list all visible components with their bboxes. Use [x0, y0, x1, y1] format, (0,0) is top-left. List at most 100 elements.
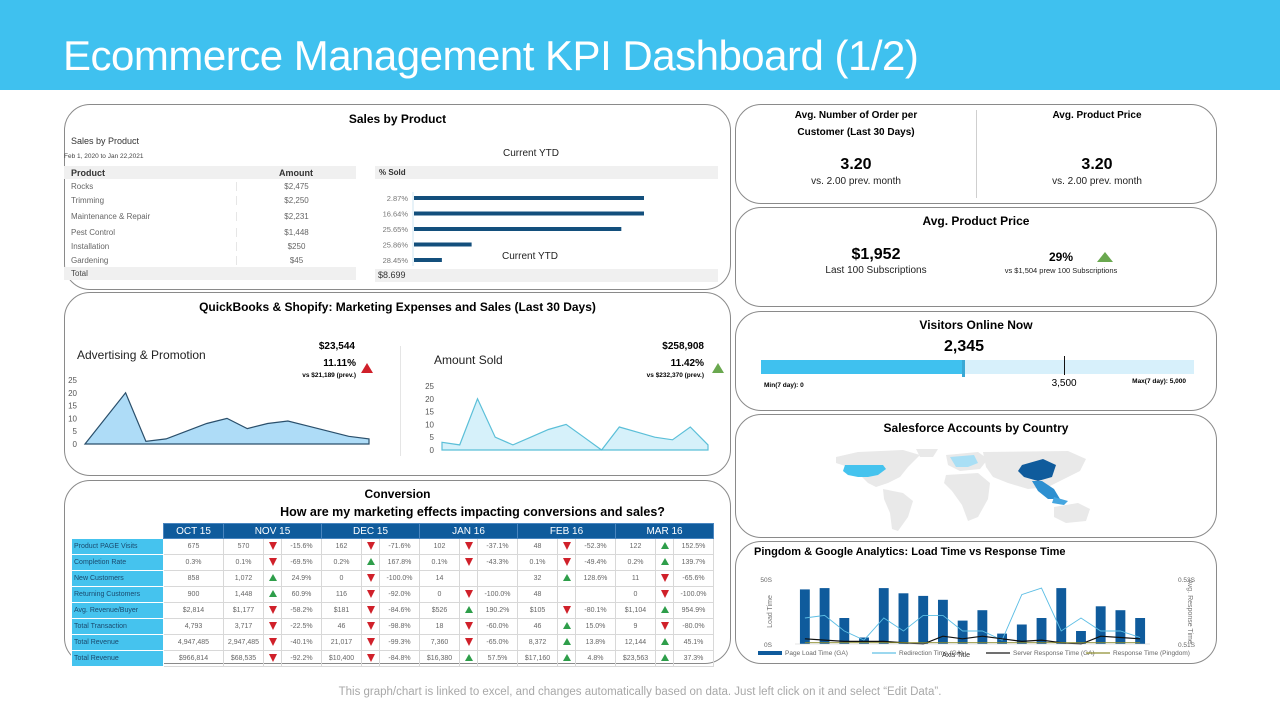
metric-value: 116 [321, 586, 362, 603]
metric-change: 128.6% [575, 570, 616, 587]
bar [414, 242, 472, 247]
south-america [883, 489, 913, 531]
trend-up-green-icon [1097, 252, 1113, 262]
trend-cell [361, 554, 380, 571]
visitors-panel[interactable]: Visitors Online Now 2,345 3,500 Min(7 da… [735, 311, 1217, 411]
bar [937, 599, 948, 644]
metric-change: -65.6% [673, 570, 714, 587]
bar [1016, 624, 1027, 644]
visitors-gauge-fill [761, 360, 965, 374]
accounts-map-panel[interactable]: Salesforce Accounts by Country [735, 414, 1217, 538]
trend-down-icon [464, 541, 473, 550]
metric-value: $17,160 [517, 650, 558, 667]
visitors-gauge-fill-cap [962, 360, 966, 377]
price-value-sub: Last 100 Subscriptions [825, 265, 927, 276]
metric-value: 46 [517, 618, 558, 635]
trend-cell [263, 650, 282, 667]
trend-cell [459, 634, 478, 651]
metric-value: 0 [321, 570, 362, 587]
metric-value: $10,400 [321, 650, 362, 667]
legend-label: Redirection Time (GA) [899, 650, 963, 657]
metric-value: 162 [321, 538, 362, 555]
ytd-bar-chart: 2.87% 16.64% 25.65% 25.86% 28.45% [383, 192, 644, 266]
x-axis-title: Axis Title [942, 652, 970, 659]
amount-sold-prev: vs $232,370 (prev.) [646, 372, 704, 379]
total-value: $8.699 [375, 269, 718, 282]
orders-value: 3.20 [840, 156, 872, 173]
panel-title: Avg. Product Price [922, 214, 1030, 228]
table-row: Product PAGE Visits 675 570 -15.6% 162 -71.6%… [71, 538, 714, 555]
trend-cell [655, 570, 674, 587]
trend-down-icon [464, 637, 473, 646]
header-blank [71, 523, 164, 539]
trend-cell [557, 554, 576, 571]
metric-value: 14 [419, 570, 460, 587]
table-row: Trimming $2,250 [64, 193, 356, 207]
trend-down-icon [268, 653, 277, 662]
bar-label: 25.65% [383, 225, 409, 234]
metric-change: -71.6% [379, 538, 420, 555]
visitors-value: 2,345 [944, 338, 985, 355]
trend-cell [361, 618, 380, 635]
australia [1054, 503, 1090, 523]
metric-value: 7,360 [419, 634, 460, 651]
bar [859, 637, 869, 644]
amount-sold-label: Amount Sold [434, 353, 503, 367]
advertising-pct: 11.11% [323, 358, 356, 369]
bar [1056, 588, 1067, 644]
usa-region [843, 465, 886, 477]
visitors-gauge-track [761, 356, 1194, 377]
y-tick-label: 20 [68, 389, 77, 398]
trend-down-icon [268, 605, 277, 614]
table-row: Total Revenue 4,947,485 2,947,485 -40.1% 21,… [71, 634, 714, 651]
metric-change: 24.9% [281, 570, 322, 587]
metric-value: 11 [615, 570, 656, 587]
trend-cell [361, 570, 380, 587]
price-title: Avg. Product Price [1052, 110, 1142, 121]
product-amount: $2,250 [236, 195, 356, 205]
metric-change: -98.8% [379, 618, 420, 635]
bar [878, 588, 889, 644]
table-row: Pest Control $1,448 [64, 225, 356, 239]
metric-change: -80.1% [575, 602, 616, 619]
advertising-value: $23,544 [318, 341, 355, 352]
amount-sold-pct: 11.42% [670, 358, 704, 369]
trend-cell [557, 634, 576, 651]
metric-value: $2,814 [163, 602, 224, 619]
metric-change: -80.0% [673, 618, 714, 635]
product-amount: $45 [236, 255, 356, 265]
price-value: 3.20 [1081, 156, 1113, 173]
trend-cell [459, 602, 478, 619]
metric-change: -100.0% [477, 586, 518, 603]
visitors-min-label: Min(7 day): 0 [764, 382, 804, 389]
trend-cell [459, 570, 478, 587]
ytd-title: Current YTD [503, 148, 559, 159]
trend-cell [655, 618, 674, 635]
metric-change: -22.5% [281, 618, 322, 635]
month-header: OCT 15 [163, 523, 224, 539]
metric-change: 45.1% [673, 634, 714, 651]
metric-change: 954.9% [673, 602, 714, 619]
y-tick-label: 0 [73, 440, 78, 449]
trend-up-red-icon [361, 363, 373, 373]
kpi-price-panel[interactable]: Avg. Product Price $1,952 Last 100 Subsc… [735, 207, 1217, 307]
y-tick-label: 5 [73, 427, 78, 436]
kpi-orders-panel[interactable]: Avg. Number of Order per Customer (Last … [735, 104, 1217, 204]
metric-value: $105 [517, 602, 558, 619]
metric-change: 167.8% [379, 554, 420, 571]
metric-change: 190.2% [477, 602, 518, 619]
product-name: Rocks [71, 181, 94, 191]
metric-value: $1,177 [223, 602, 264, 619]
table-row: Installation $250 [64, 239, 356, 253]
price-pct: 29% [1048, 250, 1074, 264]
panel-title: Pingdom & Google Analytics: Load Time vs… [754, 546, 1066, 558]
y-tick-label: 15 [68, 402, 77, 411]
world-map[interactable] [828, 447, 1128, 535]
trend-cell [361, 602, 380, 619]
metric-value: 0 [419, 586, 460, 603]
china-region [1018, 459, 1056, 481]
metric-change: -92.0% [379, 586, 420, 603]
metric-value: 858 [163, 570, 224, 587]
metric-value: 8,372 [517, 634, 558, 651]
panel-title: Salesforce Accounts by Country [883, 421, 1069, 435]
